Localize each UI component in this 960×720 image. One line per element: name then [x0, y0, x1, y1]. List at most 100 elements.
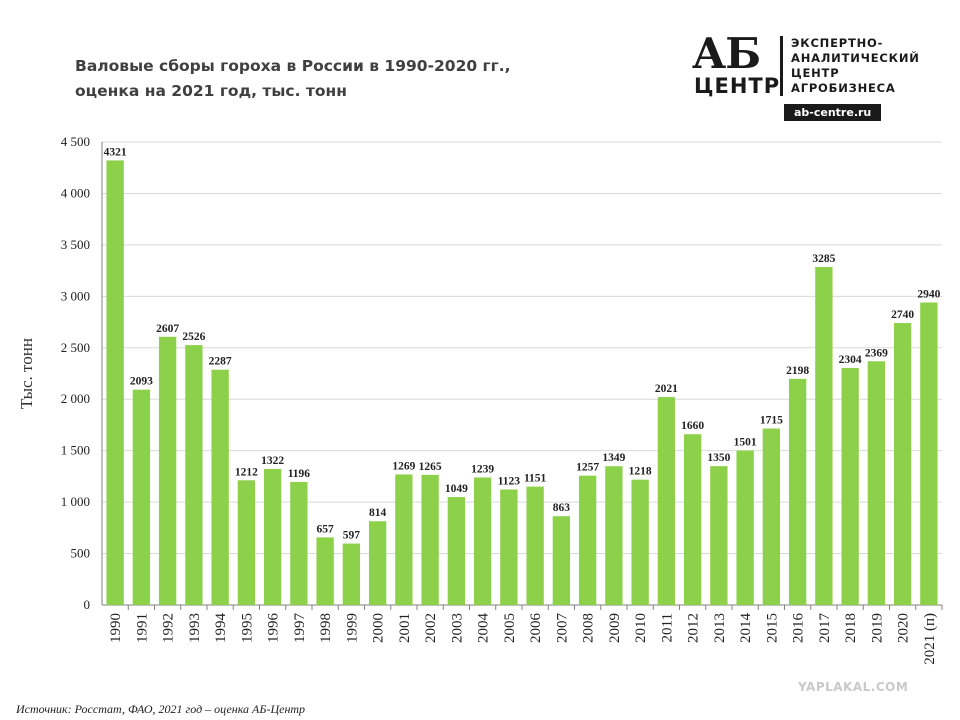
data-label: 1350 — [707, 452, 730, 464]
logo-caption-line3: ЦЕНТР — [791, 66, 840, 80]
bar — [368, 521, 387, 605]
bar — [395, 474, 413, 605]
bar — [893, 323, 912, 605]
x-tick-label: 2009 — [607, 613, 623, 643]
x-tick-label: 2017 — [817, 613, 833, 644]
bar — [815, 267, 833, 605]
x-tick-label: 2013 — [712, 613, 728, 643]
data-label: 1501 — [734, 437, 757, 449]
bar — [605, 466, 623, 605]
bar — [841, 367, 859, 605]
x-tick-label: 2012 — [686, 613, 702, 643]
data-label: 1265 — [419, 461, 442, 473]
x-tick-label: 2006 — [528, 613, 544, 644]
x-tick-label: 1990 — [108, 613, 124, 643]
y-tick-label: 4 000 — [61, 185, 90, 200]
watermark: YAPLAKAL.COM — [798, 680, 909, 694]
data-label: 1049 — [445, 483, 468, 495]
bar — [211, 369, 229, 605]
bar — [158, 336, 177, 605]
chart-title: Валовые сборы гороха в России в 1990-202… — [75, 54, 511, 104]
x-tick-label: 2011 — [659, 613, 675, 642]
logo-caption: ЭКСПЕРТНО- АНАЛИТИЧЕСКИЙ ЦЕНТР АГРОБИЗНЕ… — [791, 36, 920, 96]
data-label: 2287 — [209, 356, 232, 368]
bar — [500, 489, 518, 605]
logo-letters: АБ — [692, 29, 761, 78]
data-label: 2021 — [655, 383, 678, 395]
data-label: 1269 — [392, 460, 415, 472]
data-label: 2740 — [891, 309, 914, 321]
x-tick-label: 1997 — [292, 613, 308, 644]
x-tick-label: 1992 — [161, 613, 177, 643]
data-label: 1349 — [602, 452, 625, 464]
data-label: 2526 — [182, 331, 205, 343]
data-label: 2369 — [865, 347, 888, 359]
x-tick-label: 1993 — [187, 613, 203, 643]
x-tick-label: 2021 (п) — [922, 613, 938, 665]
logo-url: ab-centre.ru — [784, 104, 882, 121]
bar — [447, 497, 466, 605]
x-tick-label: 2005 — [502, 613, 518, 643]
data-label: 3285 — [812, 253, 835, 265]
data-label: 1218 — [629, 466, 652, 478]
data-label: 1212 — [235, 466, 258, 478]
x-tick-label: 2008 — [581, 613, 597, 643]
data-label: 1196 — [288, 468, 311, 480]
data-label: 2093 — [130, 376, 153, 388]
bar — [867, 361, 886, 605]
ab-centre-logo: АБ ЦЕНТР ЭКСПЕРТНО- АНАЛИТИЧЕСКИЙ ЦЕНТР … — [688, 32, 932, 122]
x-tick-label: 1995 — [239, 613, 255, 643]
x-tick-label: 1991 — [134, 613, 150, 643]
data-label: 2607 — [156, 323, 179, 335]
bar — [421, 474, 439, 605]
bar — [132, 389, 151, 605]
data-label: 1239 — [471, 464, 494, 476]
y-tick-label: 4 500 — [61, 134, 90, 149]
y-tick-label: 1 000 — [61, 494, 90, 509]
x-tick-label: 1998 — [318, 613, 334, 643]
logo-caption-line1: ЭКСПЕРТНО- — [791, 36, 884, 50]
data-label: 2304 — [839, 354, 862, 366]
data-label: 814 — [369, 507, 387, 519]
data-label: 2198 — [786, 365, 809, 377]
y-tick-label: 0 — [84, 597, 91, 612]
bar — [578, 475, 597, 605]
chart-title-line2: оценка на 2021 год, тыс. тонн — [75, 82, 347, 100]
x-tick-label: 1999 — [344, 613, 360, 643]
bar — [657, 397, 676, 605]
data-label: 657 — [317, 523, 335, 535]
bar — [106, 160, 124, 605]
y-tick-label: 3 000 — [61, 288, 90, 303]
bar — [342, 543, 361, 605]
logo-caption-line4: АГРОБИЗНЕСА — [791, 81, 896, 95]
data-label: 863 — [553, 502, 571, 514]
x-tick-label: 1994 — [213, 613, 229, 644]
bar — [263, 468, 282, 605]
x-tick-label: 2018 — [843, 613, 859, 643]
y-axis-title: Тыс. тонн — [17, 338, 36, 409]
bar — [237, 480, 256, 605]
bar — [526, 486, 544, 605]
y-tick-label: 3 500 — [61, 237, 90, 252]
data-label: 1257 — [576, 462, 599, 474]
y-tick-label: 2 000 — [61, 391, 90, 406]
x-tick-label: 2020 — [896, 613, 912, 643]
x-tick-label: 2003 — [449, 613, 465, 643]
bar — [290, 481, 308, 605]
y-tick-label: 2 500 — [61, 340, 90, 355]
bar — [631, 479, 649, 605]
y-tick-label: 500 — [71, 546, 91, 561]
data-label: 1322 — [261, 455, 284, 467]
bar — [736, 450, 754, 605]
source-label: Источник: — [16, 702, 72, 716]
x-tick-label: 2015 — [764, 613, 780, 643]
bar — [552, 516, 571, 605]
bar — [473, 477, 492, 605]
logo-word: ЦЕНТР — [694, 74, 781, 98]
x-tick-label: 2002 — [423, 613, 439, 643]
x-tick-label: 2000 — [371, 613, 387, 643]
bar — [316, 537, 334, 605]
data-label: 2940 — [917, 289, 940, 301]
data-label: 1715 — [760, 415, 783, 427]
